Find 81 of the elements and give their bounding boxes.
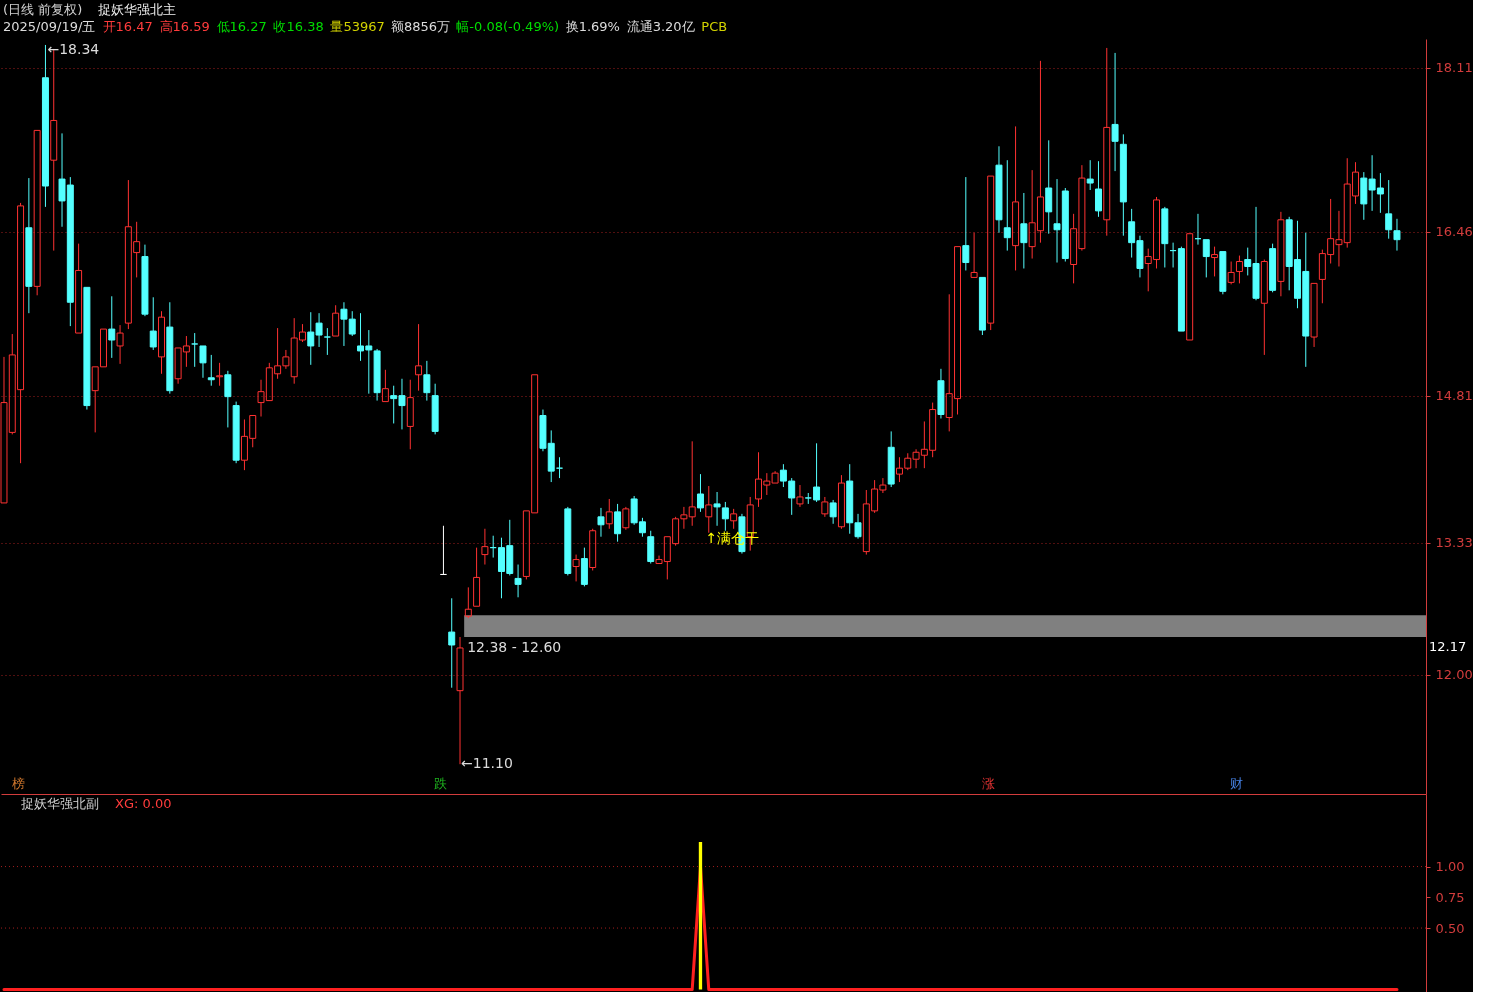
candlestick	[332, 304, 340, 337]
candlestick	[605, 498, 613, 530]
candlestick	[1020, 192, 1028, 269]
text: 高16.59	[159, 19, 210, 34]
candlestick	[1310, 282, 1318, 348]
candlestick	[224, 370, 232, 428]
text: 额8856万	[391, 19, 451, 34]
candlestick	[937, 368, 945, 419]
y-tick-label: 12.00	[1435, 667, 1473, 683]
candlestick	[191, 332, 199, 368]
candlestick	[705, 485, 713, 534]
candlestick	[207, 354, 215, 387]
annotation: 涨	[981, 776, 995, 791]
candlestick	[1219, 251, 1227, 295]
chart-title: (日线 前复权)	[3, 2, 83, 17]
annotation: 榜	[11, 776, 25, 791]
y-tick-label: 1.00	[1435, 859, 1465, 875]
candlestick	[448, 597, 456, 689]
chart-title: 捉妖华强北副	[21, 796, 99, 811]
candlestick	[481, 528, 489, 566]
candlestick	[572, 554, 580, 582]
candlestick	[158, 310, 166, 375]
candlestick	[1003, 159, 1011, 252]
candlestick	[216, 362, 224, 387]
candlestick	[1393, 218, 1401, 252]
y-tick-label: 18.11	[1435, 60, 1473, 76]
candlestick	[1012, 125, 1020, 271]
candlestick	[431, 383, 439, 435]
text: 流通3.20亿	[626, 19, 695, 34]
candlestick	[1119, 133, 1127, 237]
candlestick	[116, 324, 124, 365]
candlestick	[622, 506, 630, 531]
candlestick	[1045, 139, 1053, 235]
candlestick	[1202, 239, 1210, 278]
text: 幅-0.08(-0.49%)	[456, 19, 560, 34]
candlestick	[796, 484, 804, 508]
candlestick	[970, 232, 978, 278]
candlestick	[1103, 47, 1111, 237]
candlestick	[108, 295, 116, 359]
band-label: 12.38 - 12.60	[467, 639, 562, 656]
candlestick	[415, 323, 423, 392]
candlestick	[75, 243, 83, 334]
candlestick	[473, 547, 481, 607]
candlestick	[41, 44, 49, 208]
candlestick	[1385, 179, 1393, 240]
annotation: ←11.10	[461, 755, 513, 772]
text: 12.17	[1429, 639, 1467, 654]
candlestick	[406, 379, 414, 450]
annotation: 跌	[434, 776, 448, 791]
candlestick	[25, 177, 33, 314]
annotation: ←18.34	[47, 40, 100, 57]
annotation: 财	[1230, 776, 1244, 791]
annotation: XG: 0.00	[115, 796, 172, 811]
y-tick-label: 0.75	[1435, 889, 1465, 905]
text: 低16.27	[216, 19, 267, 34]
y-tick-label: 0.50	[1435, 920, 1465, 936]
candlestick	[1227, 261, 1235, 285]
candlestick	[423, 360, 431, 402]
candlestick	[141, 244, 149, 317]
candlestick	[995, 145, 1003, 234]
candlestick	[381, 369, 389, 403]
text: 量53967	[330, 19, 385, 34]
candlestick	[597, 507, 605, 538]
y-tick-label: 14.81	[1435, 388, 1473, 404]
candlestick	[514, 564, 522, 598]
candlestick	[1186, 233, 1194, 341]
text: 换1.69%	[565, 19, 620, 34]
y-tick-label: 13.33	[1435, 535, 1473, 551]
text: 收16.38	[273, 19, 324, 34]
candlestick	[83, 286, 91, 411]
candlestick	[1111, 52, 1119, 172]
text: 捉妖华强北主	[98, 2, 177, 17]
text: 开16.47	[102, 19, 153, 34]
candlestick	[821, 496, 829, 518]
y-tick-label: 16.46	[1435, 224, 1473, 240]
candlestick	[166, 301, 174, 395]
candlestick	[1277, 211, 1285, 297]
candlestick	[199, 345, 207, 379]
text: 2025/09/19/五	[3, 19, 96, 34]
candlestick	[829, 499, 837, 525]
text: PCB	[701, 19, 728, 34]
